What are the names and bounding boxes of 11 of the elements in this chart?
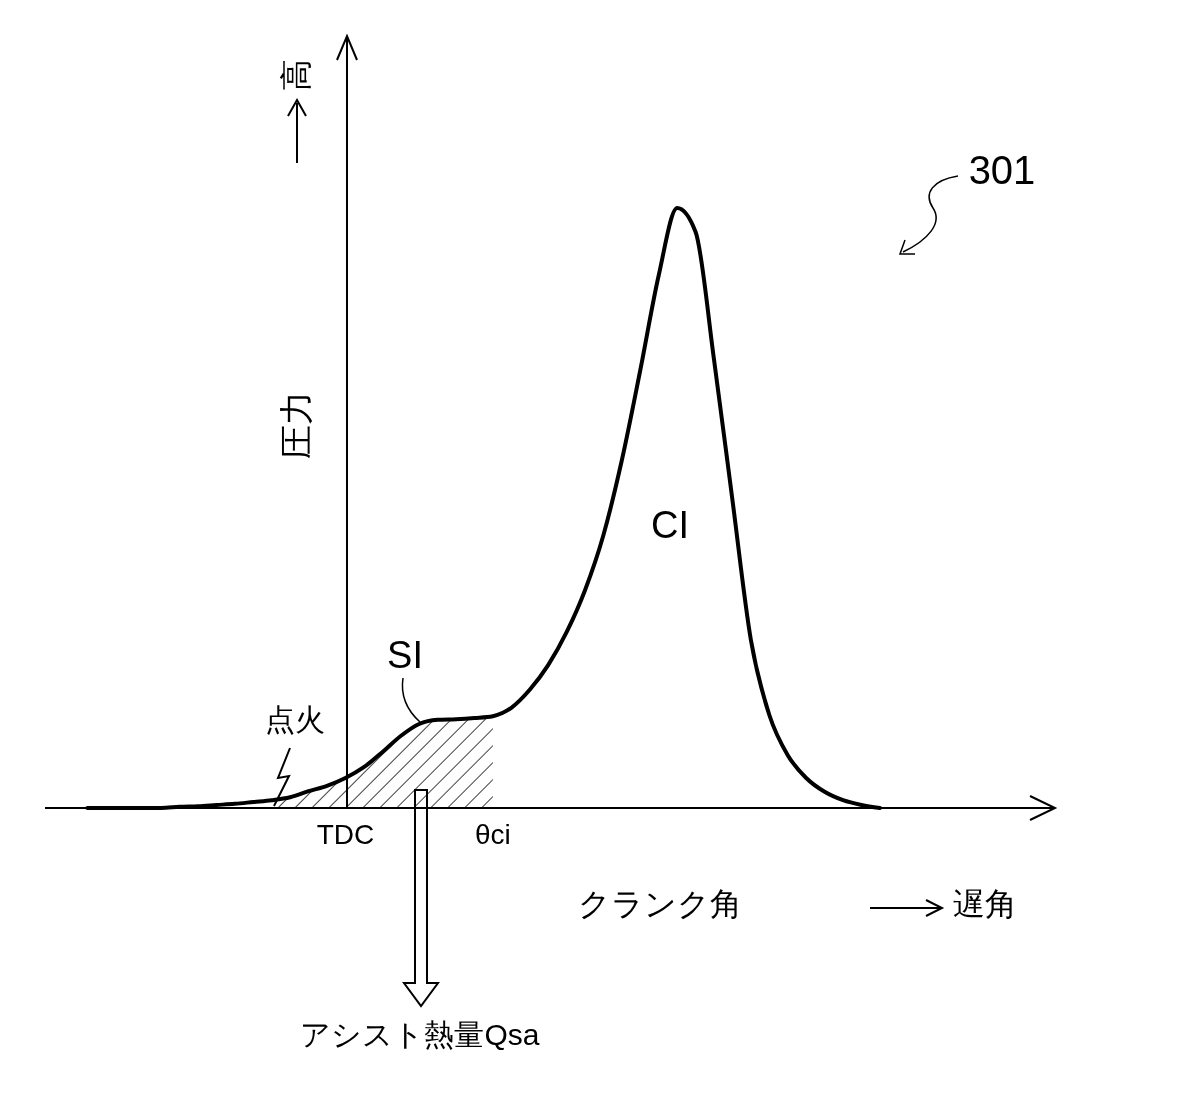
x-tick-label: θci bbox=[474, 818, 511, 850]
text: 遅角 bbox=[953, 885, 1017, 924]
annotation: SI bbox=[387, 633, 423, 677]
annotation: CI bbox=[651, 503, 689, 547]
text: アシスト熱量Qsa bbox=[300, 1016, 540, 1053]
annotation: 点火 bbox=[265, 701, 325, 738]
y-axis-title: 圧力 bbox=[276, 391, 316, 459]
x-tick-label: TDC bbox=[316, 818, 375, 850]
text: 高 bbox=[277, 59, 315, 91]
x-axis-title: クランク角 bbox=[578, 885, 742, 924]
text: 301 bbox=[968, 147, 1036, 193]
